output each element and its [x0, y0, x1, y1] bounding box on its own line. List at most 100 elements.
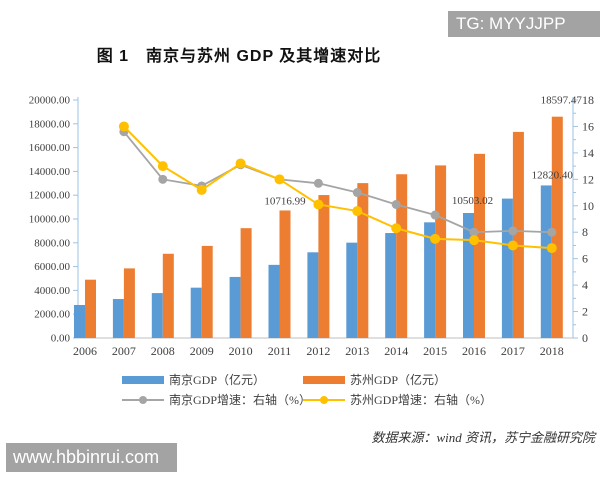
left-axis-tick-label: 20000.00: [29, 95, 71, 107]
right-axis-tick-label: 2: [582, 305, 588, 319]
x-axis-year-label: 2017: [501, 344, 525, 358]
data-labels: 10716.99 10503.02 12820.40 18597.47: [264, 95, 582, 208]
right-axis-tick-label: 0: [582, 331, 588, 345]
right-axis-tick-label: 4: [582, 278, 588, 292]
left-axis-tick-label: 14000.00: [29, 166, 71, 178]
nanjing-growth-swatch: [122, 395, 164, 405]
x-axis-year-label: 2010: [229, 344, 253, 358]
nanjing-gdp-swatch: [122, 375, 164, 384]
marker-nanjing-growth: [158, 174, 168, 184]
bar-suzhou-2011: [279, 210, 291, 338]
marker-suzhou-growth: [430, 233, 441, 244]
bar-suzhou-2018: [551, 116, 563, 338]
legend-label-suzhou-growth: 苏州GDP增速：右轴（%）: [350, 393, 493, 407]
bar-nanjing-2016: [463, 213, 474, 338]
bar-suzhou-2008: [162, 253, 174, 338]
suzhou-growth-line: [118, 121, 557, 254]
left-axis-tick-label: 6000.00: [34, 261, 70, 273]
bar-nanjing-2012: [307, 252, 319, 338]
bar-suzhou-2007: [123, 268, 135, 338]
x-axis-year-label: 2016: [462, 344, 486, 358]
bar-suzhou-2014: [396, 174, 408, 338]
data-label-10503.02: 10503.02: [452, 195, 493, 207]
marker-suzhou-growth: [469, 235, 479, 246]
bar-nanjing-2009: [190, 287, 202, 338]
left-axis-tick-label: 8000.00: [34, 237, 70, 249]
right-axis-tick-label: 10: [582, 199, 594, 213]
right-axis-tick-label: 14: [582, 146, 594, 160]
marker-suzhou-growth: [196, 184, 207, 195]
bar-suzhou-2006: [85, 279, 96, 338]
x-axis-year-label: 2012: [306, 344, 330, 358]
x-axis-year-label: 2015: [423, 344, 447, 358]
marker-suzhou-growth: [235, 158, 246, 169]
bar-suzhou-2015: [435, 165, 447, 338]
bar-nanjing-2011: [268, 264, 280, 338]
bar-nanjing-2015: [424, 222, 436, 338]
left-axis-tick-label: 18000.00: [29, 118, 71, 130]
marker-suzhou-growth: [157, 161, 168, 172]
bar-nanjing-2008: [151, 293, 163, 338]
right-axis-tick-label: 12: [582, 172, 594, 186]
marker-suzhou-growth: [274, 174, 285, 185]
left-axis-tick-label: 2000.00: [34, 309, 70, 321]
legend-item-suzhou-growth: 苏州GDP增速：右轴（%）: [303, 392, 492, 407]
marker-nanjing-growth: [430, 210, 440, 220]
data-label-12820.40: 12820.40: [532, 169, 574, 181]
nanjing-gdp-bars: [74, 185, 552, 338]
data-label-18597.47: 18597.47: [541, 95, 583, 107]
marker-nanjing-growth: [391, 199, 401, 209]
left-axis-tick-label: 16000.00: [29, 142, 71, 154]
x-axis-year-label: 2008: [151, 344, 175, 358]
right-axis-tick-label: 16: [582, 119, 594, 133]
marker-suzhou-growth: [507, 240, 518, 251]
legend-item-nanjing-gdp: 南京GDP（亿元）: [122, 372, 265, 387]
legend-label-nanjing-gdp: 南京GDP（亿元）: [169, 373, 266, 387]
bar-suzhou-2009: [201, 245, 213, 338]
marker-nanjing-growth: [469, 227, 479, 237]
bar-nanjing-2017: [501, 198, 513, 338]
legend-item-nanjing-growth: 南京GDP增速：右轴（%）: [122, 392, 311, 407]
right-axis-tick-label: 18: [582, 93, 594, 107]
marker-nanjing-growth: [352, 188, 362, 198]
marker-suzhou-growth: [546, 243, 557, 254]
bar-nanjing-2006: [74, 304, 85, 338]
marker-nanjing-growth: [313, 178, 323, 188]
x-axis-year-label: 2006: [73, 344, 97, 358]
legend-label-nanjing-growth: 南京GDP增速：右轴（%）: [169, 393, 312, 407]
data-source-note: 数据来源：wind 资讯，苏宁金融研究院: [371, 430, 595, 445]
marker-nanjing-growth: [508, 226, 518, 236]
suzhou-gdp-swatch: [303, 375, 345, 384]
bottom-left-watermark: www.hbbinrui.com: [6, 443, 177, 472]
x-axis-year-label: 2013: [345, 344, 369, 358]
x-axis-year-label: 2007: [112, 344, 136, 358]
top-right-watermark: TG: MYYJJPP: [448, 11, 600, 37]
marker-suzhou-growth: [313, 199, 324, 210]
data-label-10716.99: 10716.99: [264, 195, 306, 207]
left-axis-tick-label: 10000.00: [29, 214, 71, 226]
axes: 0.00 2000.00 4000.00 6000.00 8000.00 10000.00…: [29, 93, 594, 358]
bar-nanjing-2018: [540, 185, 552, 338]
x-axis-year-label: 2018: [540, 344, 564, 358]
marker-suzhou-growth: [118, 121, 129, 132]
bar-suzhou-2016: [474, 153, 485, 338]
bar-nanjing-2010: [229, 276, 241, 338]
left-axis-tick-label: 4000.00: [34, 285, 70, 297]
left-axis-tick-label: 0.00: [51, 333, 71, 345]
bar-suzhou-2012: [318, 195, 330, 338]
marker-suzhou-growth: [352, 206, 363, 217]
bar-suzhou-2010: [240, 228, 252, 338]
suzhou-growth-swatch: [303, 395, 345, 405]
nanjing-growth-line: [119, 127, 557, 237]
right-axis-tick-label: 8: [582, 225, 588, 239]
legend-label-suzhou-gdp: 苏州GDP（亿元）: [350, 373, 447, 387]
marker-suzhou-growth: [391, 223, 402, 234]
bar-suzhou-2017: [512, 131, 524, 338]
x-axis-year-label: 2011: [268, 344, 292, 358]
bar-suzhou-2013: [357, 183, 369, 338]
suzhou-gdp-bars: [85, 116, 563, 338]
bar-nanjing-2014: [385, 233, 397, 338]
marker-nanjing-growth: [547, 227, 557, 237]
